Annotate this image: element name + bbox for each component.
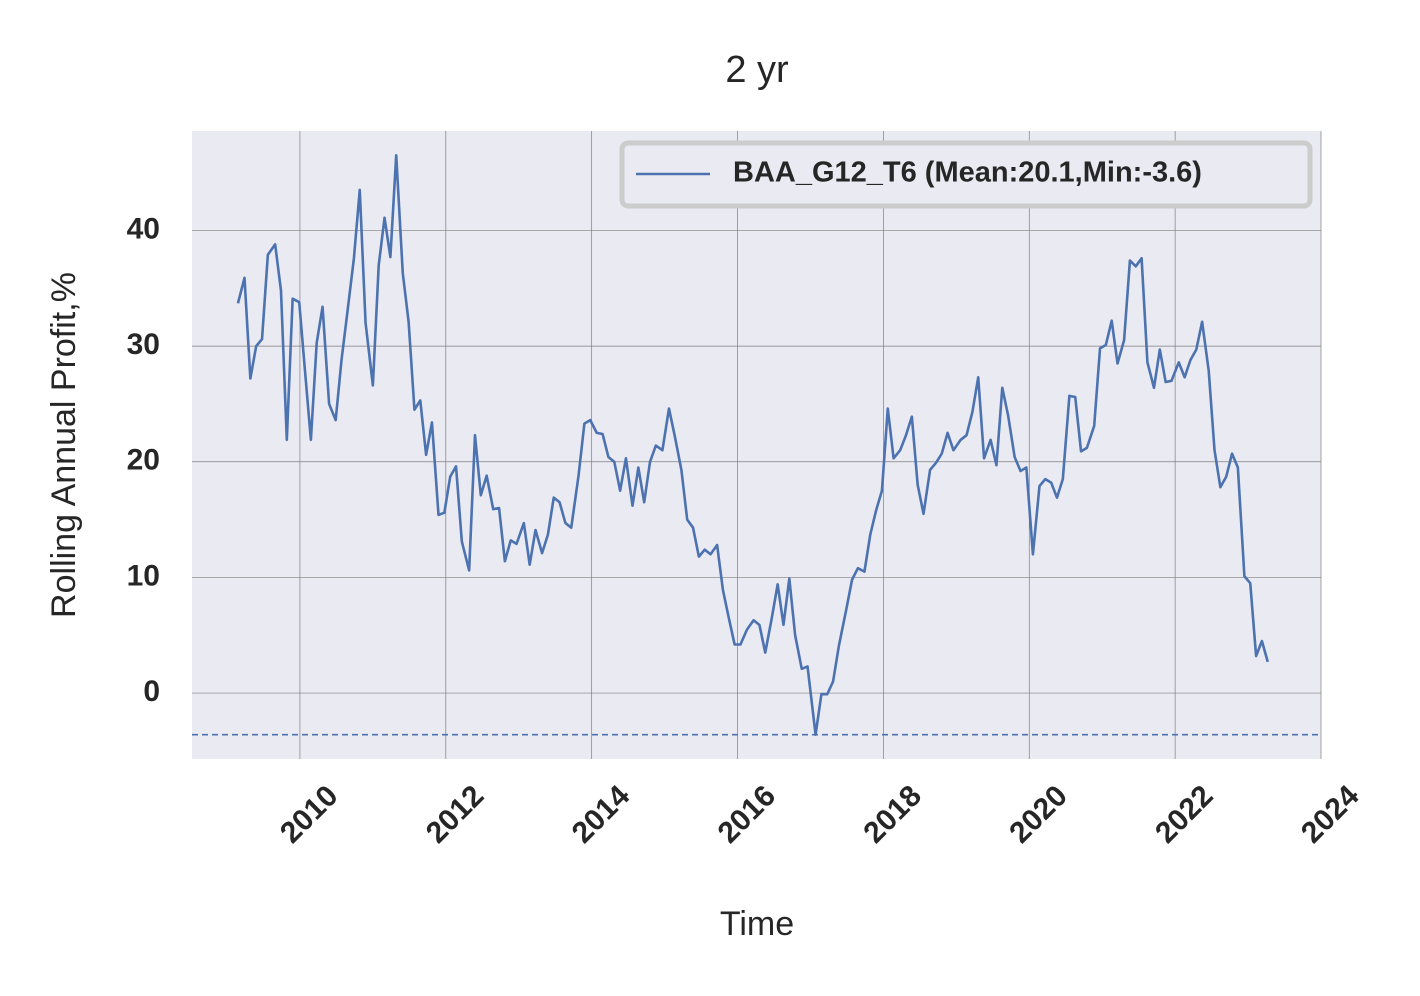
y-tick-label: 20 <box>127 444 160 477</box>
data-line <box>236 153 1270 737</box>
legend: BAA_G12_T6 (Mean:20.1,Min:-3.6) <box>619 140 1313 209</box>
plot-area <box>192 131 1321 759</box>
y-tick-label: 0 <box>143 675 160 708</box>
legend-label: BAA_G12_T6 (Mean:20.1,Min:-3.6) <box>733 157 1202 189</box>
x-axis-label: Time <box>720 905 794 943</box>
chart-title: 2 yr <box>725 49 789 91</box>
x-tick-label: 2018 <box>857 779 928 850</box>
y-tick-label: 10 <box>127 559 160 592</box>
x-tick-label: 2010 <box>274 779 345 850</box>
y-axis-label: Rolling Annual Profit,% <box>45 272 83 618</box>
grid <box>192 131 1322 759</box>
x-tick-label: 2022 <box>1149 779 1220 850</box>
y-tick-label: 40 <box>127 212 160 245</box>
marks <box>192 153 1321 737</box>
x-tick-label: 2012 <box>420 779 491 850</box>
y-tick-label: 30 <box>127 328 160 361</box>
x-tick-label: 2016 <box>712 779 783 850</box>
legend-box <box>619 140 1313 209</box>
x-tick-label: 2020 <box>1003 779 1074 850</box>
x-tick-label: 2014 <box>566 779 637 850</box>
x-tick-label: 2024 <box>1295 779 1366 850</box>
ticks: 0 10 20 30 40 2010 2012 2014 2016 2018 2020 2022 202… <box>127 212 1366 849</box>
